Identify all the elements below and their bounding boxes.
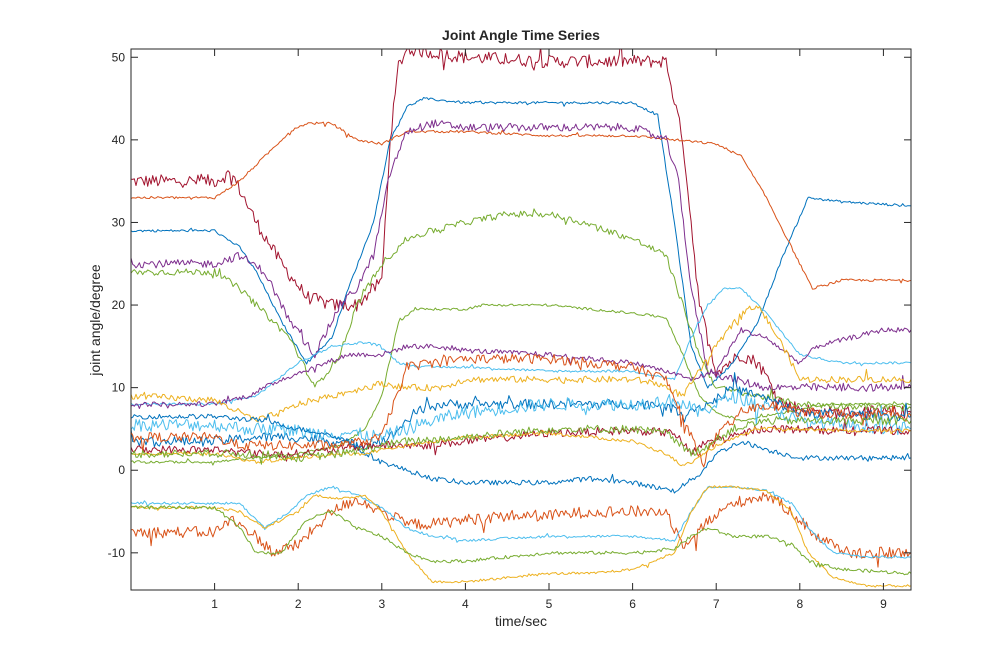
- series-line-12: [131, 413, 911, 494]
- y-tick-label: -10: [108, 546, 126, 560]
- series-line-16: [131, 413, 911, 465]
- series-line-13: [131, 418, 911, 462]
- x-tick-label: 1: [211, 597, 218, 611]
- x-tick-label: 5: [546, 597, 553, 611]
- chart-title: Joint Angle Time Series: [442, 27, 600, 43]
- series-line-4: [131, 119, 911, 392]
- series-line-1: [131, 49, 911, 427]
- plot-area: [131, 49, 911, 590]
- series-line-3: [131, 121, 911, 290]
- series-line-5: [131, 208, 911, 412]
- series-line-18: [131, 485, 911, 559]
- x-tick-label: 4: [462, 597, 469, 611]
- tick-layer: 1 2 3 4 5 6 7 8 9 -10 0 10 20 30 40 50: [108, 49, 911, 611]
- x-tick-label: 9: [880, 597, 887, 611]
- y-axis-label: joint angle/degree: [87, 264, 103, 377]
- x-tick-label: 2: [295, 597, 302, 611]
- y-tick-label: 30: [112, 215, 126, 229]
- series-line-17: [131, 492, 911, 568]
- y-tick-label: 10: [112, 381, 126, 395]
- series-line-11: [131, 390, 911, 443]
- x-axis-label: time/sec: [495, 613, 547, 629]
- series-line-6: [131, 303, 911, 466]
- series-line-19: [131, 485, 911, 588]
- series-line-9: [131, 305, 911, 423]
- series-line-7: [131, 287, 911, 406]
- y-tick-label: 0: [118, 463, 125, 477]
- series-layer: [131, 49, 911, 588]
- series-line-10: [131, 372, 911, 451]
- x-tick-label: 6: [629, 597, 636, 611]
- x-tick-label: 3: [378, 597, 385, 611]
- y-tick-label: 20: [112, 298, 126, 312]
- series-line-20: [131, 505, 911, 576]
- series-line-2: [131, 97, 911, 389]
- x-tick-label: 7: [713, 597, 720, 611]
- series-line-14: [131, 353, 911, 468]
- x-tick-label: 8: [796, 597, 803, 611]
- axes-box: [130, 48, 912, 591]
- y-tick-label: 40: [112, 133, 126, 147]
- series-line-8: [131, 327, 911, 409]
- y-tick-label: 50: [112, 50, 126, 64]
